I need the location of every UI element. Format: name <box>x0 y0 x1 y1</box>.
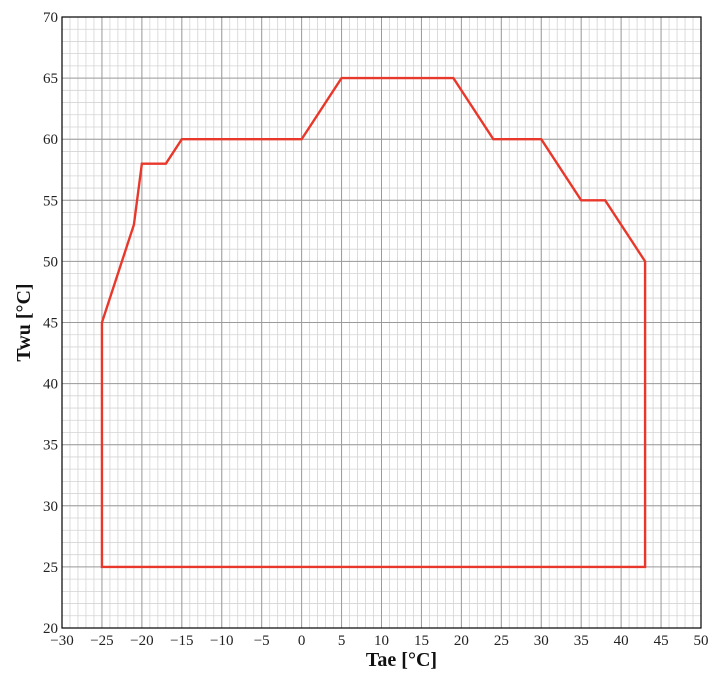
y-tick-label: 60 <box>43 132 58 148</box>
y-tick-label: 25 <box>43 560 58 576</box>
plot-frame <box>61 16 702 629</box>
y-tick-label: 35 <box>43 438 58 454</box>
x-tick-label: 50 <box>694 633 709 649</box>
x-tick-label: −30 <box>50 633 73 649</box>
y-tick-labels: 20 25 30 35 40 45 50 55 60 65 70 <box>43 10 58 637</box>
x-tick-label: 30 <box>534 633 549 649</box>
y-tick-label: 65 <box>43 71 58 87</box>
x-tick-label: 20 <box>454 633 469 649</box>
x-tick-label: 5 <box>338 633 346 649</box>
x-tick-label: 15 <box>414 633 429 649</box>
y-tick-label: 70 <box>43 10 58 26</box>
y-tick-label: 45 <box>43 316 58 332</box>
y-tick-label: 55 <box>43 193 58 209</box>
series-line-0 <box>100 76 647 569</box>
x-tick-labels: −30 −25 −20 −15 −10 −5 0 5 10 15 20 25 30 35 40 45 50 <box>50 633 708 649</box>
x-tick-label: 45 <box>654 633 669 649</box>
x-tick-label: 35 <box>574 633 589 649</box>
x-tick-label: 25 <box>494 633 509 649</box>
y-tick-label: 50 <box>43 254 58 270</box>
series-layer <box>100 76 647 569</box>
x-tick-label: −20 <box>130 633 153 649</box>
x-axis-title: Tae [°C] <box>366 649 437 671</box>
x-tick-label: 10 <box>374 633 389 649</box>
y-tick-label: 20 <box>43 621 58 637</box>
y-axis-title: Twu [°C] <box>13 283 35 361</box>
x-tick-label: 40 <box>614 633 629 649</box>
y-tick-label: 30 <box>43 499 58 515</box>
x-tick-label: −25 <box>90 633 113 649</box>
x-tick-label: 0 <box>298 633 306 649</box>
y-tick-label: 40 <box>43 377 58 393</box>
x-tick-label: −15 <box>170 633 193 649</box>
x-tick-label: −10 <box>210 633 233 649</box>
x-tick-label: −5 <box>254 633 270 649</box>
